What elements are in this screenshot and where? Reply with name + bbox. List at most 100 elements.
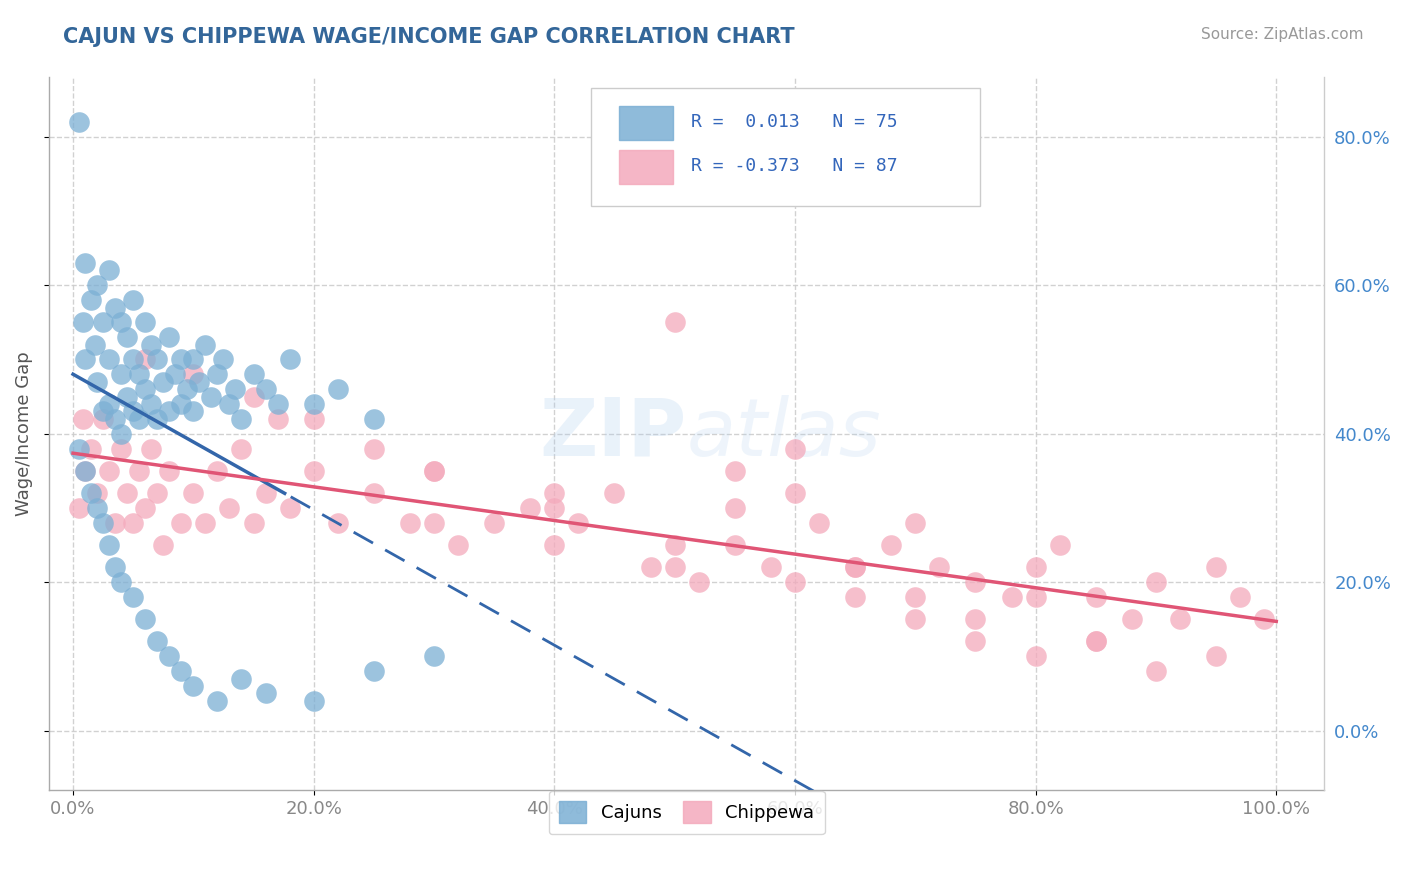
Point (844, 560, 866, 574)
FancyBboxPatch shape (591, 88, 980, 206)
Point (1084, 634, 1107, 648)
Point (110, 442, 132, 456)
Point (783, 442, 806, 456)
Point (183, 368, 205, 382)
Point (844, 560, 866, 574)
Point (98, 397, 121, 411)
Point (808, 516, 831, 530)
Point (122, 293, 145, 307)
Point (141, 397, 163, 411)
Point (86, 375, 108, 389)
Point (67, 500, 90, 515)
Point (519, 500, 541, 515)
Point (567, 516, 589, 530)
Point (278, 352, 301, 367)
Point (1144, 664, 1167, 678)
Point (170, 664, 193, 678)
Point (543, 500, 565, 515)
Point (278, 500, 301, 515)
Text: atlas: atlas (686, 394, 882, 473)
Point (543, 486, 565, 500)
Point (115, 486, 138, 500)
Point (98, 263, 121, 277)
Point (1121, 612, 1143, 626)
Point (75, 464, 97, 478)
Point (170, 397, 193, 411)
Point (218, 500, 240, 515)
Point (194, 337, 217, 351)
Point (183, 679, 205, 693)
Point (363, 664, 385, 678)
Point (688, 575, 710, 590)
Point (165, 368, 187, 382)
Point (965, 634, 987, 648)
Point (91, 516, 114, 530)
Point (146, 412, 169, 426)
Bar (619, 106, 672, 140)
Point (904, 516, 927, 530)
Point (212, 352, 235, 367)
Point (783, 575, 806, 590)
Point (664, 560, 686, 574)
Point (75, 256, 97, 270)
Point (72, 412, 94, 426)
Point (254, 486, 277, 500)
Point (724, 538, 747, 552)
Point (110, 575, 132, 590)
Point (104, 301, 127, 315)
Point (724, 500, 747, 515)
Point (302, 397, 325, 411)
Point (640, 560, 662, 574)
Point (86, 486, 108, 500)
Point (157, 464, 180, 478)
Point (482, 516, 505, 530)
Point (254, 382, 277, 396)
Point (664, 315, 686, 329)
Point (302, 694, 325, 708)
Point (1084, 590, 1107, 604)
Point (122, 352, 145, 367)
Text: ZIP: ZIP (540, 394, 686, 473)
Point (128, 368, 150, 382)
Point (1000, 590, 1022, 604)
Point (134, 315, 156, 329)
Point (146, 352, 169, 367)
Point (1025, 590, 1047, 604)
Point (543, 538, 565, 552)
Point (302, 412, 325, 426)
Point (231, 412, 253, 426)
Text: Source: ZipAtlas.com: Source: ZipAtlas.com (1201, 27, 1364, 42)
Point (423, 464, 446, 478)
Point (128, 412, 150, 426)
Point (266, 412, 288, 426)
Point (104, 412, 127, 426)
Point (1253, 612, 1275, 626)
Point (928, 560, 950, 574)
Point (880, 538, 903, 552)
Point (134, 612, 156, 626)
Point (447, 538, 470, 552)
Point (242, 368, 264, 382)
Bar (619, 150, 672, 185)
Y-axis label: Wage/Income Gap: Wage/Income Gap (15, 351, 32, 516)
Point (183, 486, 205, 500)
Point (242, 516, 264, 530)
Point (122, 404, 145, 418)
Point (152, 538, 174, 552)
Point (904, 612, 927, 626)
Point (326, 382, 349, 396)
Point (254, 686, 277, 700)
Point (423, 649, 446, 664)
Point (363, 442, 385, 456)
Point (363, 486, 385, 500)
Legend: Cajuns, Chippewa: Cajuns, Chippewa (548, 790, 825, 834)
Point (200, 390, 222, 404)
Point (86, 500, 108, 515)
Point (157, 330, 180, 344)
Point (134, 500, 156, 515)
Point (98, 352, 121, 367)
Point (326, 516, 349, 530)
Point (724, 464, 747, 478)
Point (1205, 560, 1227, 574)
Point (363, 412, 385, 426)
